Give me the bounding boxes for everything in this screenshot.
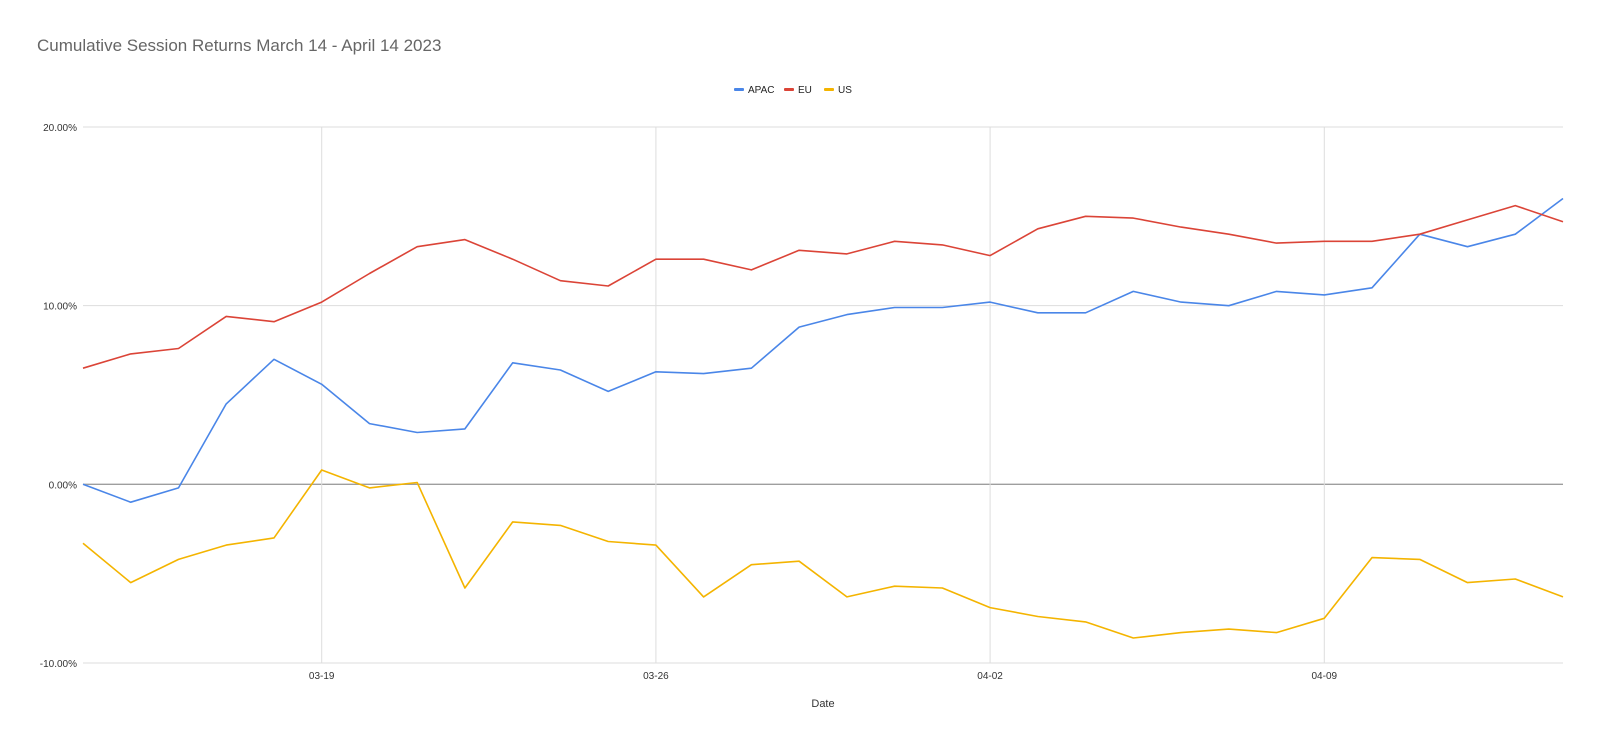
x-axis: 03-19 03-26 04-02 04-09 bbox=[309, 671, 1338, 682]
y-tick-label: 10.00% bbox=[43, 302, 77, 313]
legend-label: APAC bbox=[748, 85, 775, 96]
series-line-us bbox=[82, 469, 1564, 639]
chart-title: Cumulative Session Returns March 14 - Ap… bbox=[37, 36, 442, 55]
y-tick-label: 0.00% bbox=[49, 480, 77, 491]
legend: APAC EU US bbox=[734, 85, 852, 96]
x-tick-label: 03-19 bbox=[309, 671, 335, 682]
legend-item-eu: EU bbox=[784, 85, 812, 96]
legend-item-apac: APAC bbox=[734, 85, 775, 96]
series-line-eu bbox=[82, 204, 1564, 369]
grid bbox=[83, 126, 1563, 664]
legend-label: EU bbox=[798, 85, 812, 96]
y-tick-label: -10.00% bbox=[40, 659, 77, 670]
legend-swatch bbox=[824, 88, 834, 91]
x-tick-label: 03-26 bbox=[643, 671, 669, 682]
x-axis-title: Date bbox=[811, 698, 834, 710]
legend-swatch bbox=[734, 88, 744, 91]
series-layer bbox=[82, 197, 1564, 639]
y-axis: 20.00% 10.00% 0.00% -10.00% bbox=[40, 123, 77, 670]
series-line-apac bbox=[82, 197, 1564, 504]
x-tick-label: 04-09 bbox=[1312, 671, 1338, 682]
x-tick-label: 04-02 bbox=[977, 671, 1003, 682]
legend-swatch bbox=[784, 88, 794, 91]
legend-label: US bbox=[838, 85, 852, 96]
legend-item-us: US bbox=[824, 85, 852, 96]
y-tick-label: 20.00% bbox=[43, 123, 77, 134]
